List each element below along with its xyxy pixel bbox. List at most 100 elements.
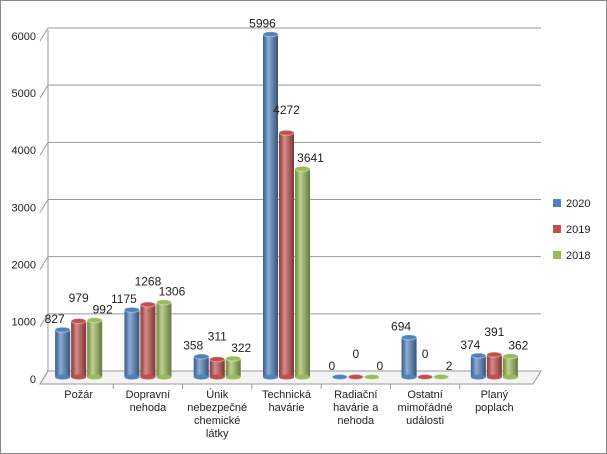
bar-base bbox=[156, 374, 172, 380]
bar-shade bbox=[401, 337, 417, 377]
bar-top bbox=[225, 355, 242, 362]
value-label: 2 bbox=[446, 359, 453, 373]
value-label: 362 bbox=[508, 338, 528, 352]
bar-top bbox=[433, 373, 450, 380]
grid-line bbox=[39, 313, 49, 328]
bar-top bbox=[86, 317, 103, 324]
bar-shade bbox=[470, 355, 486, 377]
bar-base bbox=[470, 374, 486, 380]
bar-top bbox=[417, 374, 434, 380]
bar-top bbox=[470, 352, 487, 359]
grid-line bbox=[39, 142, 49, 156]
bar-top bbox=[294, 165, 311, 172]
bar-base bbox=[209, 374, 225, 380]
bar-top bbox=[139, 301, 156, 308]
bar-base bbox=[401, 374, 417, 380]
bar-top bbox=[155, 299, 172, 306]
value-label: 0 bbox=[422, 347, 429, 361]
value-label: 979 bbox=[69, 291, 89, 305]
value-label: 827 bbox=[45, 312, 65, 326]
bar-base bbox=[71, 374, 87, 380]
bar-shade bbox=[263, 34, 278, 377]
grid-line bbox=[39, 256, 49, 270]
bar-top bbox=[502, 353, 519, 360]
bar-top bbox=[486, 351, 503, 358]
value-label: 391 bbox=[484, 325, 504, 339]
x-tick-label: Dopravní nehoda bbox=[125, 389, 171, 414]
y-tick-label: 1000 bbox=[12, 317, 36, 329]
bar-top bbox=[193, 353, 210, 360]
value-label: 0 bbox=[352, 347, 359, 361]
bar-top bbox=[70, 318, 87, 325]
value-label: 1268 bbox=[135, 275, 162, 289]
grid-line bbox=[39, 84, 49, 99]
bar-shade bbox=[279, 132, 294, 377]
y-tick-label: 4000 bbox=[12, 145, 36, 157]
bar-shade bbox=[156, 302, 172, 377]
bar-shade bbox=[71, 321, 87, 377]
legend-label: 2019 bbox=[566, 224, 590, 236]
bar-shade bbox=[225, 358, 241, 377]
bar-base bbox=[87, 374, 103, 380]
value-label: 374 bbox=[460, 338, 480, 352]
bar-top bbox=[123, 306, 140, 313]
bar-shade bbox=[193, 356, 209, 377]
bar-shade bbox=[55, 329, 71, 377]
bar-shade bbox=[140, 304, 156, 377]
value-label: 311 bbox=[208, 329, 227, 343]
bar-base bbox=[55, 374, 71, 380]
legend-swatch bbox=[553, 225, 561, 233]
grid-line bbox=[39, 370, 49, 385]
value-label: 1175 bbox=[111, 292, 137, 306]
value-label: 4272 bbox=[273, 103, 300, 117]
y-tick-label: 0 bbox=[30, 374, 36, 386]
bar-top bbox=[363, 374, 380, 380]
bar-base bbox=[193, 374, 209, 380]
y-tick-label: 5000 bbox=[12, 88, 36, 100]
x-tick-label: Technická havárie bbox=[262, 389, 311, 414]
bar-top bbox=[209, 356, 226, 363]
bar-shade bbox=[87, 320, 103, 377]
bar-shade bbox=[502, 356, 518, 377]
legend-label: 2020 bbox=[566, 198, 590, 210]
legend-label: 2018 bbox=[566, 250, 590, 262]
value-label: 0 bbox=[328, 359, 335, 373]
grid-line bbox=[39, 199, 49, 213]
bar-base bbox=[295, 374, 310, 380]
bar-base bbox=[124, 374, 140, 380]
legend-swatch bbox=[553, 251, 561, 259]
x-tick-label: Radiační havárie a nehoda bbox=[333, 389, 379, 427]
bar-top bbox=[401, 334, 418, 341]
y-tick-label: 2000 bbox=[12, 260, 36, 272]
y-tick-label: 3000 bbox=[12, 202, 36, 214]
value-label: 0 bbox=[376, 359, 383, 373]
bar-top bbox=[54, 326, 71, 333]
bar-shade bbox=[124, 309, 140, 377]
bar-base bbox=[502, 374, 518, 380]
bar-base bbox=[225, 374, 241, 380]
y-tick-label: 6000 bbox=[12, 31, 36, 43]
value-label: 3641 bbox=[297, 151, 324, 165]
bar-top bbox=[262, 31, 279, 38]
bar-shade bbox=[209, 359, 225, 377]
value-label: 358 bbox=[183, 339, 203, 353]
value-label: 992 bbox=[93, 302, 113, 316]
bar-base bbox=[140, 374, 156, 380]
bar-top bbox=[331, 374, 348, 380]
grid-line bbox=[39, 27, 49, 42]
value-label: 322 bbox=[231, 341, 251, 355]
value-label: 694 bbox=[391, 319, 411, 333]
bar-top bbox=[347, 374, 364, 380]
x-tick-label: Ostatní mimořádné události bbox=[397, 389, 453, 427]
x-tick-label: Únik nebezpečné chemické látky bbox=[187, 389, 248, 440]
value-label: 5996 bbox=[249, 16, 276, 30]
x-tick-label: Požár bbox=[64, 389, 94, 401]
bar-base bbox=[279, 374, 294, 380]
x-tick-label: Planý poplach bbox=[475, 389, 514, 414]
bar-shade bbox=[486, 354, 502, 377]
bar-base bbox=[486, 374, 502, 380]
bar-top bbox=[278, 129, 295, 136]
bar-shade bbox=[295, 168, 310, 377]
